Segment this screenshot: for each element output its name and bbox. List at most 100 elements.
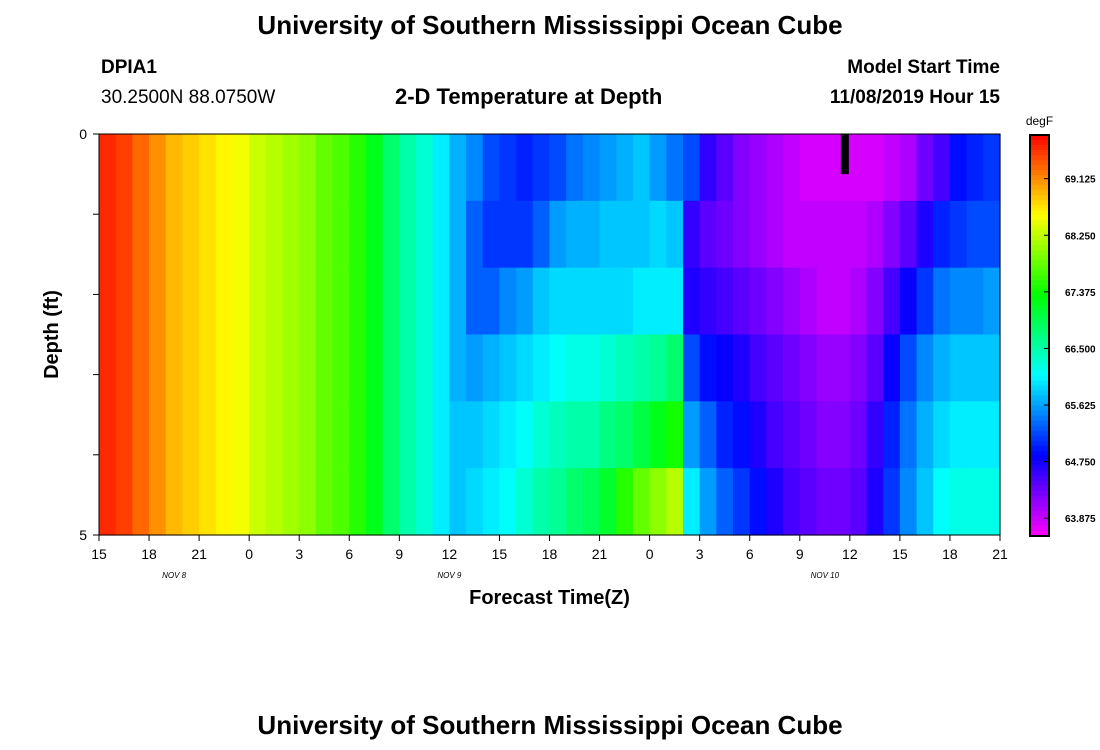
heatmap-cell — [382, 401, 400, 469]
heatmap-cell — [149, 468, 167, 536]
heatmap-cell — [499, 334, 517, 402]
heatmap-cell — [749, 468, 768, 536]
heatmap-cell — [182, 267, 200, 336]
heatmap-cell — [165, 334, 184, 402]
heatmap-cell — [315, 334, 334, 402]
heatmap-cell — [365, 134, 384, 202]
heatmap-cell — [282, 200, 300, 269]
heatmap-cell — [816, 401, 834, 469]
y-tick-label: 0 — [79, 126, 87, 142]
colorbar-band — [1030, 525, 1049, 532]
colorbar-band — [1030, 140, 1049, 146]
heatmap-cell — [282, 134, 300, 202]
heatmap-cell — [365, 334, 384, 402]
heatmap-cell — [399, 468, 417, 536]
x-date-label: NOV 10 — [811, 571, 840, 580]
heatmap-cell — [816, 200, 834, 269]
heatmap-cell — [766, 468, 784, 536]
heatmap-cell — [365, 401, 384, 469]
colorbar-band — [1030, 250, 1049, 256]
heatmap-cell — [449, 334, 467, 402]
heatmap-cell — [482, 334, 501, 402]
heatmap-cell — [182, 401, 200, 469]
heatmap-cell — [549, 468, 567, 536]
heatmap-cell — [866, 401, 884, 469]
heatmap-cell — [983, 468, 1001, 536]
heatmap-cell — [249, 401, 267, 469]
colorbar-band — [1030, 355, 1049, 362]
heatmap-cell — [866, 200, 884, 269]
heatmap-cell — [182, 334, 200, 402]
heatmap-cell — [699, 468, 717, 536]
heatmap-cell — [416, 401, 434, 469]
heatmap-cell — [783, 468, 801, 536]
heatmap-cell — [649, 267, 667, 336]
heatmap-cell — [332, 334, 350, 402]
heatmap-cell — [866, 134, 884, 202]
heatmap-cell — [99, 200, 117, 269]
colorbar-band — [1030, 440, 1049, 447]
heatmap-cell — [416, 468, 434, 536]
heatmap-cell — [449, 468, 467, 536]
heatmap-cell — [249, 267, 267, 336]
heatmap-cell — [599, 401, 617, 469]
heatmap-cell — [265, 334, 284, 402]
heatmap-cell — [516, 200, 534, 269]
heatmap-cell — [165, 468, 184, 536]
colorbar-band — [1030, 150, 1049, 156]
heatmap-cell — [599, 334, 617, 402]
heatmap-cell — [232, 134, 250, 202]
heatmap-cell — [449, 134, 467, 202]
colorbar-band — [1030, 270, 1049, 276]
heatmap-cell — [416, 200, 434, 269]
heatmap-cell — [682, 401, 701, 469]
heatmap-cell — [99, 401, 117, 469]
heatmap-cell — [165, 401, 184, 469]
heatmap-cell — [949, 468, 968, 536]
heatmap-cell — [916, 468, 934, 536]
heatmap-cell — [249, 200, 267, 269]
heatmap-cell — [165, 134, 184, 202]
colorbar-band — [1030, 240, 1049, 246]
colorbar-band — [1030, 495, 1049, 502]
colorbar-band — [1030, 490, 1049, 497]
x-tick-label: 15 — [892, 546, 908, 562]
x-tick-label: 15 — [492, 546, 508, 562]
colorbar-band — [1030, 385, 1049, 392]
heatmap-cell — [315, 134, 334, 202]
heatmap-cell — [849, 468, 868, 536]
heatmap-cell — [833, 267, 851, 336]
heatmap-cell — [199, 334, 217, 402]
heatmap-cell — [933, 200, 951, 269]
heatmap-cell — [232, 267, 250, 336]
heatmap-cell — [382, 468, 400, 536]
heatmap-cell — [599, 468, 617, 536]
colorbar-band — [1030, 320, 1049, 327]
heatmap-cell — [215, 334, 234, 402]
heatmap-cell — [532, 267, 551, 336]
heatmap-cell — [983, 267, 1001, 336]
heatmap-cell — [299, 200, 317, 269]
heatmap-cell — [516, 134, 534, 202]
heatmap-cell — [315, 267, 334, 336]
heatmap-cell — [282, 334, 300, 402]
colorbar-band — [1030, 390, 1049, 397]
heatmap-cell — [649, 401, 667, 469]
heatmap-cell — [549, 334, 567, 402]
heatmap-cell — [215, 267, 234, 336]
heatmap-cell — [749, 401, 768, 469]
colorbar-band — [1030, 305, 1049, 312]
heatmap-cell — [115, 267, 133, 336]
heatmap-cell — [766, 200, 784, 269]
heatmap-cell — [883, 334, 901, 402]
heatmap-cell — [482, 267, 501, 336]
x-tick-label: 6 — [345, 546, 353, 562]
heatmap-cell — [966, 267, 984, 336]
colorbar-band — [1030, 340, 1049, 347]
heatmap-cell — [466, 134, 484, 202]
heatmap-cell — [265, 468, 284, 536]
station-coordinates: 30.2500N 88.0750W — [101, 87, 276, 108]
heatmap-cell — [132, 267, 150, 336]
heatmap-cell — [449, 200, 467, 269]
x-tick-label: 18 — [141, 546, 157, 562]
